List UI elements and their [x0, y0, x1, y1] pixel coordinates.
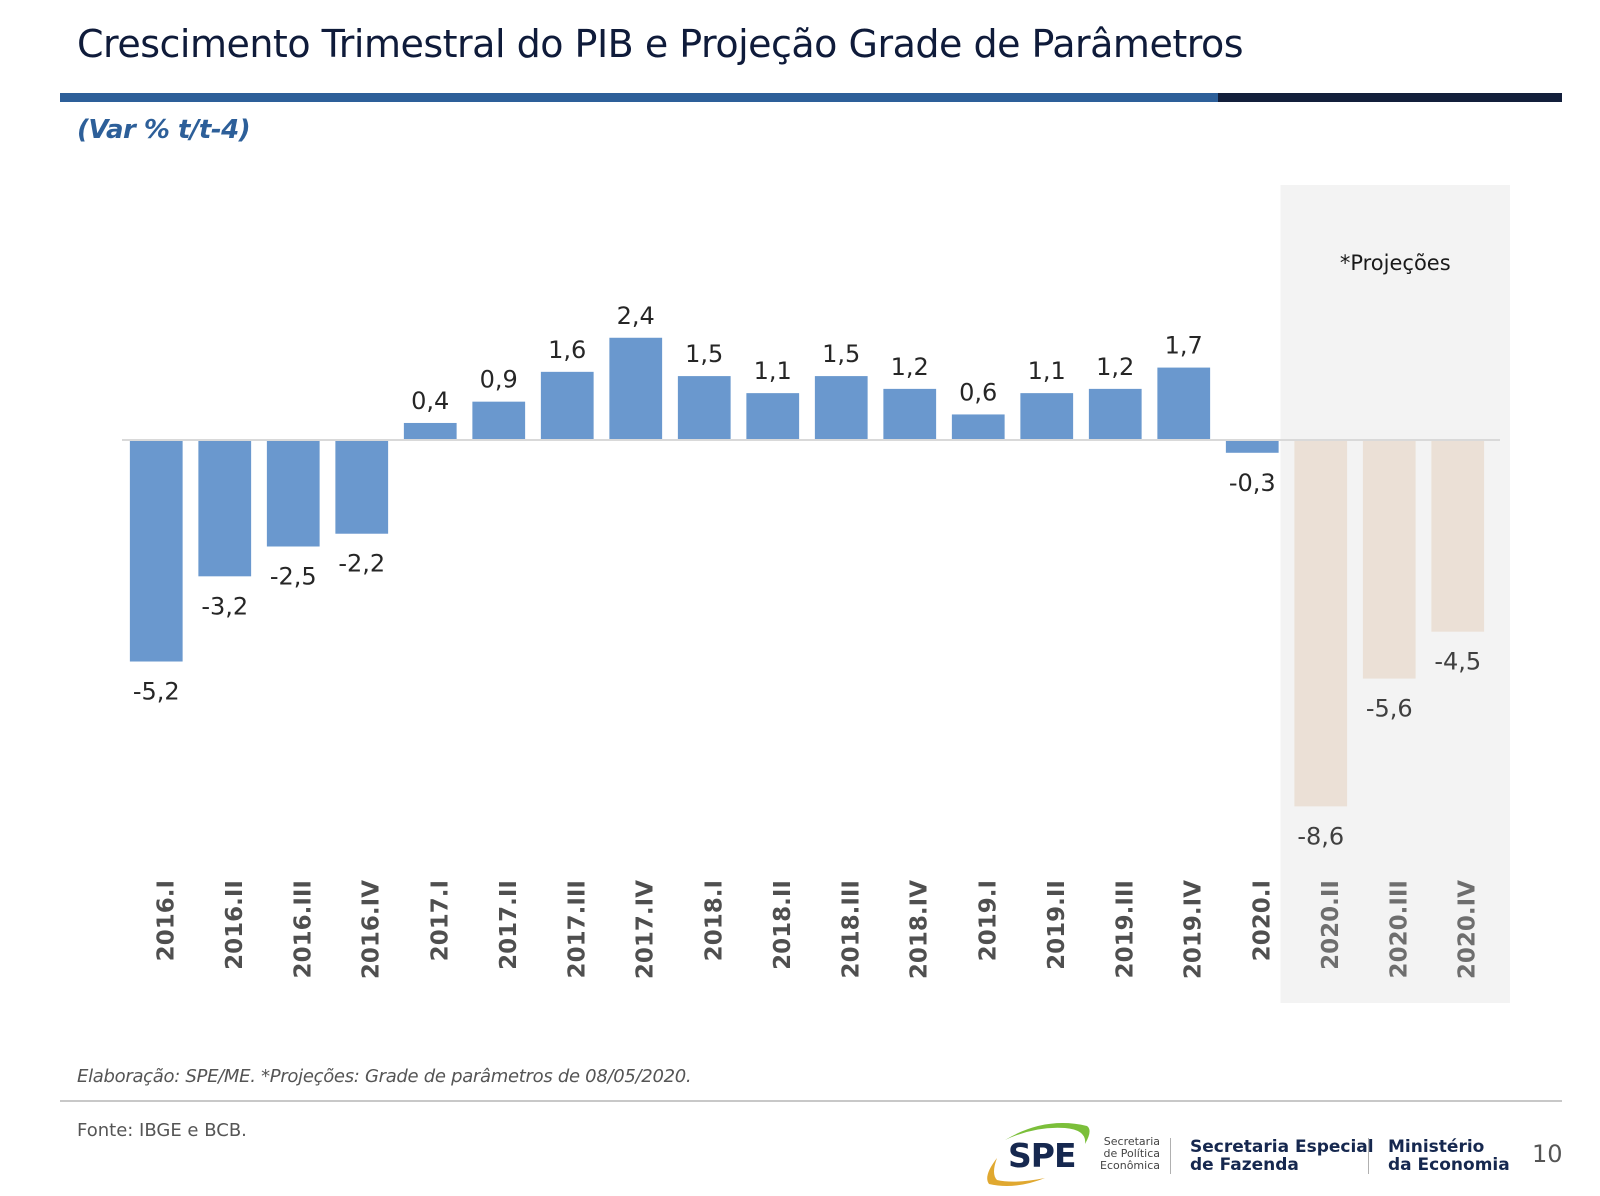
value-label: -5,6: [1366, 695, 1413, 723]
bar-2019.III: [1088, 388, 1142, 440]
category-label: 2020.III: [1386, 880, 1412, 978]
category-label: 2020.II: [1318, 880, 1344, 970]
spe-logo-text: SPE: [1008, 1136, 1076, 1175]
category-label: 2019.III: [1112, 880, 1138, 978]
category-label: 2017.III: [564, 880, 590, 978]
value-label: -4,5: [1434, 648, 1481, 676]
category-label: 2019.I: [975, 880, 1001, 961]
category-label: 2017.IV: [633, 880, 659, 979]
gdp-bar-chart: *Projeções -5,2 -3,2 -2,5 -2,2 0,4 0,9 1,6 2,4 1…: [122, 185, 1510, 1003]
page-title: Crescimento Trimestral do PIB e Projeção…: [77, 22, 1244, 66]
bar-2019.II: [1020, 393, 1074, 440]
org-line: de Fazenda: [1190, 1155, 1299, 1175]
value-label: 1,2: [891, 353, 929, 381]
footer-divider: [60, 1100, 1562, 1102]
bar-2017.III: [540, 371, 594, 440]
value-label: 1,1: [1028, 357, 1066, 385]
value-label-group: -5,2 -3,2 -2,5 -2,2 0,4 0,9 1,6 2,4 1,5 1,1 1,5 1,2…: [133, 302, 1481, 851]
bar-2018.I: [677, 376, 731, 440]
title-rule-navy: [1218, 93, 1562, 102]
bar-2016.II: [198, 440, 252, 577]
category-label: 2016.III: [290, 880, 316, 978]
category-label: 2019.IV: [1181, 880, 1207, 979]
category-label: 2016.I: [153, 880, 179, 961]
value-label: -8,6: [1297, 822, 1344, 850]
footnote-elaboration: Elaboração: SPE/ME. *Projeções: Grade de…: [77, 1066, 692, 1087]
bar-2017.II: [472, 401, 526, 440]
footnote-source: Fonte: IBGE e BCB.: [77, 1120, 247, 1141]
category-label: 2020.I: [1249, 880, 1275, 961]
value-label: 1,5: [685, 340, 723, 368]
category-label: 2018.II: [770, 880, 796, 970]
category-label-group: 2016.I 2016.II 2016.III 2016.IV 2017.I 2017.I…: [153, 880, 1481, 979]
org-ministerio-economia: Ministério da Economia: [1388, 1138, 1510, 1174]
value-label: -5,2: [133, 678, 180, 706]
title-rule-blue: [60, 93, 1218, 102]
org-line: da Economia: [1388, 1155, 1510, 1175]
value-label: 1,7: [1165, 332, 1203, 360]
spe-logo-swoosh-icon: [987, 1123, 1090, 1186]
category-label: 2020.IV: [1455, 880, 1481, 979]
category-label: 2017.I: [427, 880, 453, 961]
org-line: Secretaria Especial: [1190, 1137, 1374, 1157]
value-label: 1,5: [822, 340, 860, 368]
value-label: 0,9: [480, 366, 518, 394]
value-label: 0,4: [411, 387, 449, 415]
category-label: 2017.II: [496, 880, 522, 970]
bar-2019.I: [951, 414, 1005, 440]
value-label: 2,4: [617, 302, 655, 330]
bar-2019.IV: [1157, 367, 1211, 440]
chart-subtitle: (Var % t/t-4): [77, 115, 251, 145]
bar-2020.III: [1362, 440, 1416, 679]
org-line: Ministério: [1388, 1137, 1485, 1157]
bar-2018.II: [746, 393, 800, 440]
category-label: 2019.II: [1044, 880, 1070, 970]
category-label: 2018.I: [701, 880, 727, 961]
category-label: 2018.IV: [907, 880, 933, 979]
bar-2017.I: [403, 422, 457, 440]
logo-sub-line: Econômica: [1100, 1159, 1160, 1172]
value-label: 1,6: [548, 336, 586, 364]
footer-separator: [1170, 1138, 1171, 1174]
value-label: 1,2: [1096, 353, 1134, 381]
value-label: -2,2: [338, 550, 385, 578]
category-label: 2018.III: [838, 880, 864, 978]
bar-group: [129, 337, 1485, 807]
bar-2020.II: [1294, 440, 1348, 807]
bar-2017.IV: [609, 337, 663, 440]
value-label: 1,1: [754, 357, 792, 385]
category-label: 2016.IV: [359, 880, 385, 979]
logo-sub-line: Secretaria: [1103, 1135, 1160, 1148]
value-label: 0,6: [959, 378, 997, 406]
value-label: -3,2: [201, 592, 248, 620]
org-secretaria-fazenda: Secretaria Especial de Fazenda: [1190, 1138, 1374, 1174]
bar-2018.IV: [883, 388, 937, 440]
bar-2016.IV: [335, 440, 389, 534]
spe-logo-subtitle: Secretaria de Política Econômica: [1100, 1136, 1160, 1172]
logo-sub-line: de Política: [1103, 1147, 1161, 1160]
footer-separator: [1368, 1138, 1369, 1174]
value-label: -0,3: [1229, 469, 1276, 497]
bar-2020.I: [1225, 440, 1279, 453]
bar-2016.III: [266, 440, 320, 547]
bar-2018.III: [814, 376, 868, 440]
value-label: -2,5: [270, 563, 317, 591]
projection-annotation: *Projeções: [1340, 251, 1451, 275]
category-label: 2016.II: [222, 880, 248, 970]
page-number: 10: [1532, 1140, 1563, 1168]
bar-2016.I: [129, 440, 183, 662]
bar-2020.IV: [1431, 440, 1485, 632]
